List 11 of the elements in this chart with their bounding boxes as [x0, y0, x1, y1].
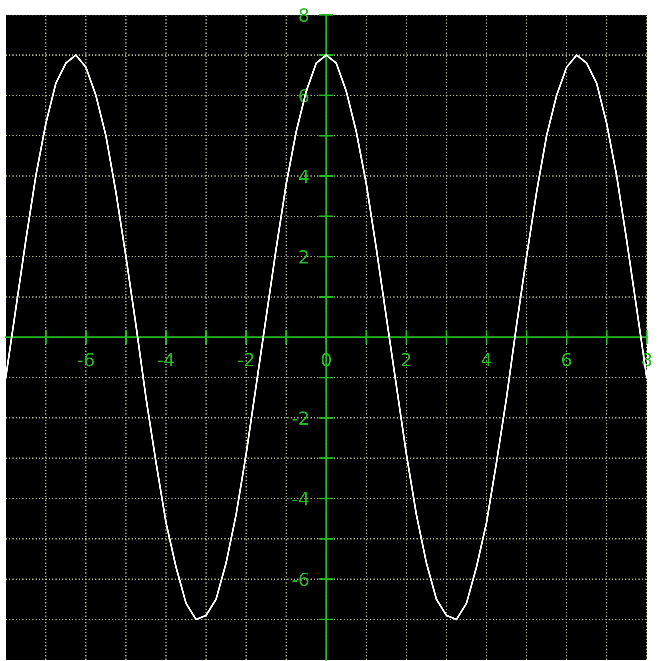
x-tick-label: -6: [78, 353, 94, 367]
y-tick-label: -2: [292, 412, 308, 425]
y-tick-label: -6: [292, 572, 309, 586]
x-tick-label: 4: [482, 353, 492, 366]
y-tick-label: 4: [299, 170, 309, 184]
y-tick-label: 2: [300, 250, 308, 264]
y-tick-label: -4: [292, 492, 309, 506]
x-tick-label: -2: [238, 353, 254, 366]
x-tick-label: -4: [158, 353, 174, 366]
x-tick-label: 2: [402, 353, 411, 366]
x-tick-label: 6: [562, 353, 572, 367]
